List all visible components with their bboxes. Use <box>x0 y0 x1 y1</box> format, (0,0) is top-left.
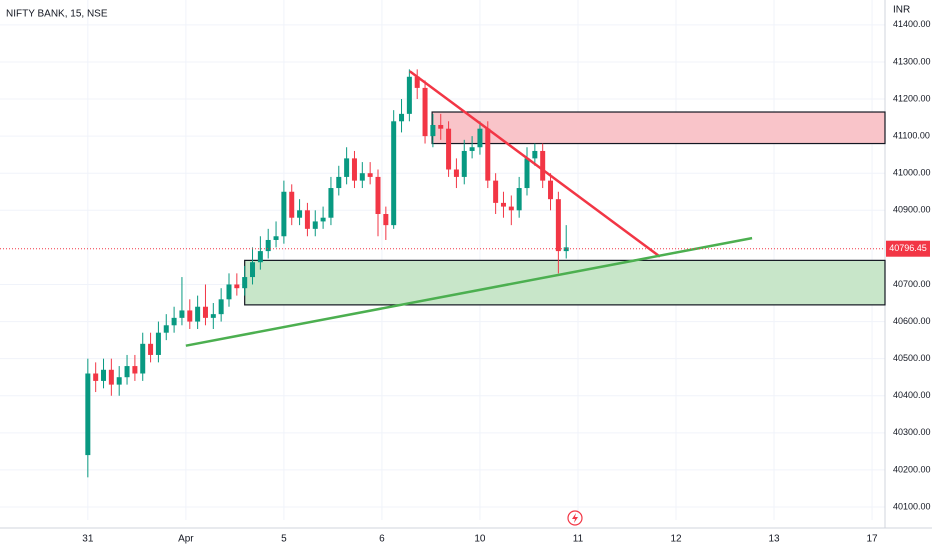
candle-body <box>163 325 169 333</box>
event-icon <box>567 510 583 526</box>
candle-body <box>548 180 554 200</box>
x-tick-label: 5 <box>281 534 287 545</box>
y-tick-label: 41000.00 <box>893 168 931 178</box>
candle-body <box>438 124 444 129</box>
candle-body <box>359 173 365 181</box>
y-tick-label: 40600.00 <box>893 316 931 326</box>
x-tick-label: 6 <box>379 534 385 545</box>
candle-body <box>195 306 201 322</box>
trendline <box>409 70 661 258</box>
candle-body <box>289 191 295 218</box>
candle-body <box>469 147 475 151</box>
candle-body <box>532 150 538 159</box>
candle-body <box>328 188 334 218</box>
candle-body <box>273 236 279 240</box>
x-tick-label: 31 <box>82 534 94 545</box>
x-tick-label: 12 <box>670 534 682 545</box>
candle-body <box>116 377 122 385</box>
zone <box>244 259 886 306</box>
candle-body <box>344 158 350 177</box>
candle-body <box>336 176 342 189</box>
candle-body <box>367 173 373 177</box>
candle-body <box>422 87 428 137</box>
candle-body <box>399 113 405 122</box>
candle-body <box>461 150 467 177</box>
candle-body <box>524 158 530 189</box>
candle-body <box>477 128 483 148</box>
candle-body <box>148 343 154 355</box>
candle-body <box>555 199 561 252</box>
candle-body <box>108 369 114 385</box>
candle-body <box>187 310 193 322</box>
candle-body <box>351 158 357 181</box>
chart-title: NIFTY BANK, 15, NSE <box>6 9 108 20</box>
candle-body <box>226 284 232 300</box>
candle-body <box>265 239 271 252</box>
candle-body <box>101 369 107 381</box>
candle-body <box>124 366 130 378</box>
candle-body <box>234 284 240 289</box>
candle-body <box>210 314 216 318</box>
candle-body <box>132 366 138 374</box>
y-tick-label: 41300.00 <box>893 56 931 66</box>
y-tick-label: 40500.00 <box>893 353 931 363</box>
last-price-label: 40796.45 <box>889 243 927 253</box>
y-tick-label: 41100.00 <box>893 130 930 140</box>
y-tick-label: 40900.00 <box>893 205 931 215</box>
candle-body <box>171 317 177 326</box>
x-tick-label: 17 <box>866 534 878 545</box>
currency: INR <box>893 5 910 16</box>
candle-body <box>508 206 514 211</box>
candle-body <box>297 210 303 218</box>
candle-body <box>485 128 491 181</box>
candle-body <box>540 150 546 181</box>
x-tick-label: 10 <box>474 534 486 545</box>
x-tick-label: 13 <box>768 534 780 545</box>
candle-body <box>375 176 381 215</box>
y-tick-label: 41200.00 <box>893 93 931 103</box>
candle-body <box>242 277 248 289</box>
candle-body <box>446 128 452 170</box>
candle-body <box>250 262 256 278</box>
y-tick-label: 40100.00 <box>893 501 931 511</box>
candle-body <box>140 343 146 374</box>
candle-body <box>155 332 161 355</box>
candle-body <box>383 214 389 226</box>
y-tick-label: 40300.00 <box>893 427 931 437</box>
x-tick-label: 11 <box>573 534 584 545</box>
candle-body <box>93 373 99 381</box>
y-tick-label: 40700.00 <box>893 279 931 289</box>
zone <box>431 111 886 145</box>
candle-body <box>500 202 506 207</box>
candle-body <box>85 373 91 456</box>
candle-body <box>430 124 436 137</box>
y-tick-label: 41400.00 <box>893 19 931 29</box>
y-tick-label: 40400.00 <box>893 390 931 400</box>
candle-body <box>312 221 318 229</box>
trendline <box>185 236 753 347</box>
candle-body <box>391 121 397 226</box>
candle-body <box>202 306 208 318</box>
candle-body <box>281 191 287 237</box>
candle-body <box>304 210 310 229</box>
candle-body <box>218 299 224 315</box>
x-tick-label: Apr <box>178 534 194 545</box>
candle-body <box>320 217 326 222</box>
candle-body <box>257 251 263 263</box>
y-tick-label: 40200.00 <box>893 464 931 474</box>
candle-body <box>414 76 420 88</box>
candle-body <box>453 169 459 177</box>
candle-body <box>406 76 412 114</box>
candle-body <box>563 247 569 252</box>
candle-body <box>179 310 185 318</box>
candle-body <box>493 180 499 203</box>
candle-body <box>516 188 522 211</box>
last-price-box <box>886 240 930 257</box>
